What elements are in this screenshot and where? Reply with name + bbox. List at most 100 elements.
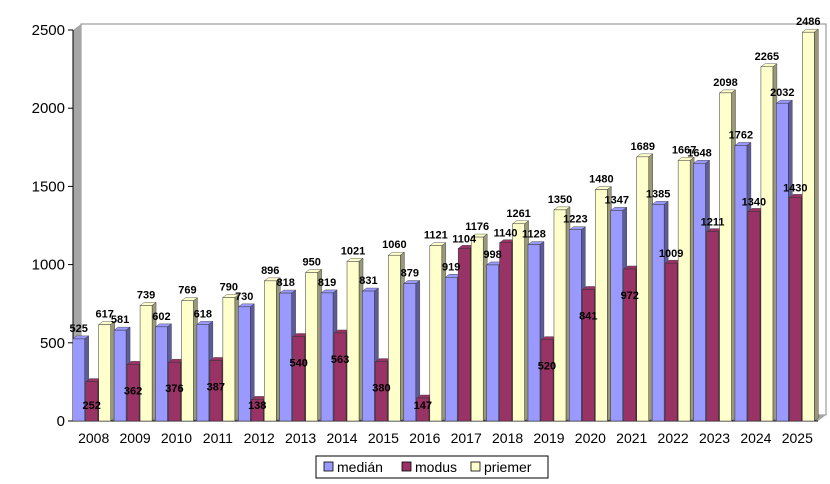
data-label-priemer: 1667 xyxy=(672,144,696,156)
data-label-modus: 380 xyxy=(372,383,390,395)
data-label-medián: 602 xyxy=(152,311,170,323)
bar-priemer-2025 xyxy=(801,28,819,422)
data-label-priemer: 896 xyxy=(261,265,279,277)
data-label-modus: 563 xyxy=(331,354,349,366)
data-label-modus: 362 xyxy=(124,385,142,397)
data-label-modus: 1340 xyxy=(742,196,766,208)
data-label-medián: 1347 xyxy=(605,194,629,206)
x-tick-label: 2024 xyxy=(740,430,771,446)
data-label-priemer: 950 xyxy=(302,256,320,268)
bars xyxy=(72,28,819,422)
legend: medián modus priemer xyxy=(315,455,549,479)
data-label-modus: 520 xyxy=(538,361,556,373)
data-label-modus: 1430 xyxy=(783,182,807,194)
x-tick-label: 2014 xyxy=(326,430,357,446)
data-label-priemer: 769 xyxy=(178,285,196,297)
x-axis: 2008 2009 2010 2011 2012 2013 2014 2015 2016 2017… xyxy=(78,430,813,446)
x-tick-label: 2017 xyxy=(451,430,482,446)
bar-priemer-2015 xyxy=(387,251,406,422)
y-axis: 0 500 1000 1500 2000 2500 xyxy=(32,22,818,430)
bar-priemer-2017 xyxy=(470,233,488,422)
bar-priemer-2008 xyxy=(98,321,116,422)
data-label-medián: 618 xyxy=(194,308,212,320)
bar-medián-2016 xyxy=(403,280,421,422)
bar-priemer-2019 xyxy=(553,206,571,422)
data-label-priemer: 1021 xyxy=(341,245,365,257)
x-tick-label: 2021 xyxy=(616,430,647,446)
data-label-modus: 1211 xyxy=(701,217,725,229)
data-label-modus: 376 xyxy=(165,383,183,395)
x-tick-label: 2016 xyxy=(409,430,440,446)
bar-priemer-2016 xyxy=(429,242,447,422)
data-label-medián: 819 xyxy=(318,277,336,289)
data-label-modus: 147 xyxy=(414,400,432,412)
data-label-medián: 1648 xyxy=(687,147,711,159)
x-tick-label: 2020 xyxy=(575,430,606,446)
data-label-medián: 919 xyxy=(442,261,460,273)
data-label-modus: 387 xyxy=(207,381,225,393)
legend-swatch-medián xyxy=(323,461,334,472)
data-label-medián: 581 xyxy=(111,314,129,326)
data-label-medián: 1128 xyxy=(522,229,546,241)
data-label-medián: 730 xyxy=(235,291,253,303)
data-label-medián: 998 xyxy=(483,249,501,261)
legend-label-medián: medián xyxy=(337,459,383,475)
data-label-priemer: 1060 xyxy=(382,239,406,251)
x-tick-label: 2022 xyxy=(658,430,689,446)
bar-priemer-2022 xyxy=(677,156,695,422)
bar-priemer-2018 xyxy=(511,220,530,422)
x-tick-label: 2011 xyxy=(203,430,233,446)
data-label-modus: 841 xyxy=(579,310,597,322)
x-tick-label: 2012 xyxy=(244,430,275,446)
bar-priemer-2009 xyxy=(139,302,157,422)
x-tick-label: 2015 xyxy=(368,430,399,446)
data-label-priemer: 1480 xyxy=(589,174,613,186)
data-label-modus: 972 xyxy=(621,290,639,302)
bar-priemer-2013 xyxy=(305,269,323,422)
x-tick-label: 2025 xyxy=(782,430,813,446)
side-wall xyxy=(73,24,81,421)
y-tick-label: 0 xyxy=(57,413,65,430)
y-tick-label: 2500 xyxy=(32,22,65,39)
data-label-medián: 818 xyxy=(276,277,294,289)
bar-priemer-2010 xyxy=(180,297,199,422)
data-label-modus: 540 xyxy=(289,358,307,370)
bar-priemer-2024 xyxy=(760,63,778,422)
legend-label-priemer: priemer xyxy=(484,459,532,475)
data-label-priemer: 2486 xyxy=(796,16,820,28)
x-tick-label: 2023 xyxy=(699,430,730,446)
data-label-priemer: 2098 xyxy=(713,77,737,89)
y-tick-label: 1000 xyxy=(32,257,65,274)
data-label-priemer: 1689 xyxy=(631,141,655,153)
data-label-priemer: 790 xyxy=(220,281,238,293)
data-label-modus: 1140 xyxy=(494,228,518,240)
data-label-medián: 2032 xyxy=(770,87,794,99)
legend-label-modus: modus xyxy=(415,459,457,475)
data-label-medián: 1385 xyxy=(646,188,670,200)
x-tick-label: 2019 xyxy=(533,430,564,446)
y-tick-label: 500 xyxy=(40,335,65,352)
x-tick-label: 2013 xyxy=(285,430,316,446)
data-label-modus: 1104 xyxy=(452,233,477,245)
legend-swatch-priemer xyxy=(470,461,481,472)
y-tick-label: 2000 xyxy=(32,100,65,117)
data-label-medián: 1223 xyxy=(563,214,587,226)
legend-swatch-modus xyxy=(401,461,412,472)
bar-priemer-2020 xyxy=(594,186,612,422)
x-tick-label: 2009 xyxy=(120,430,151,446)
data-label-priemer: 1350 xyxy=(548,194,572,206)
data-label-priemer: 617 xyxy=(96,309,114,321)
data-label-priemer: 2265 xyxy=(755,51,779,63)
data-label-priemer: 1176 xyxy=(465,221,489,233)
legend-box xyxy=(315,455,549,479)
data-label-modus: 1009 xyxy=(659,248,683,260)
x-tick-label: 2010 xyxy=(161,430,192,446)
bar-medián-2012 xyxy=(237,303,255,422)
bar-priemer-2014 xyxy=(346,257,364,422)
bar-priemer-2023 xyxy=(718,89,737,422)
data-label-priemer: 1121 xyxy=(424,230,448,242)
bar-priemer-2021 xyxy=(636,153,654,422)
